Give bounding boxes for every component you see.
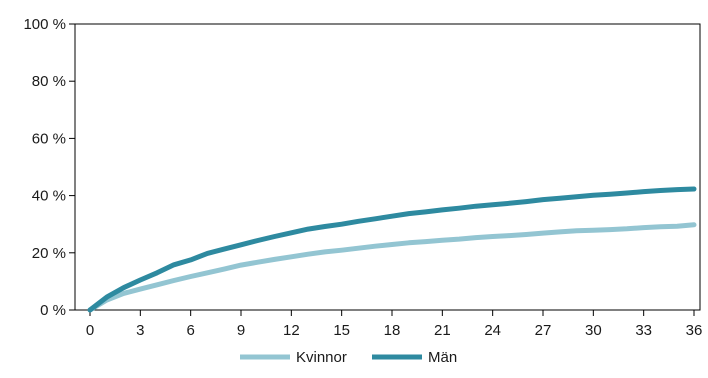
x-axis: 0 3 6 9 12 15 18 21 24 27 30 33 36 (86, 310, 703, 339)
x-tick-label: 3 (136, 322, 144, 339)
x-tick-label: 30 (585, 322, 602, 339)
x-tick-label: 12 (283, 322, 300, 339)
y-tick-label: 80 % (32, 73, 66, 90)
series-line-man (87, 186, 697, 313)
y-axis: 0 % 20 % 40 % 60 % 80 % 100 % (23, 16, 75, 319)
y-tick-label: 60 % (32, 130, 66, 147)
plot-area-border (74, 23, 701, 311)
legend-label: Män (428, 349, 457, 366)
y-tick-label: 20 % (32, 245, 66, 262)
y-tick-label: 0 % (40, 302, 66, 319)
series-line-kvinnor (87, 222, 697, 313)
y-tick-label: 100 % (23, 16, 66, 33)
x-tick-label: 33 (635, 322, 652, 339)
y-tick-label: 40 % (32, 188, 66, 205)
x-tick-label: 18 (384, 322, 401, 339)
x-tick-label: 6 (186, 322, 194, 339)
x-tick-label: 0 (86, 322, 94, 339)
x-tick-label: 15 (333, 322, 350, 339)
legend: Kvinnor Män (240, 349, 457, 366)
x-tick-label: 9 (237, 322, 245, 339)
series-lines (87, 186, 697, 313)
legend-label: Kvinnor (296, 349, 347, 366)
x-tick-label: 24 (484, 322, 501, 339)
x-tick-label: 36 (686, 322, 703, 339)
x-tick-label: 21 (434, 322, 451, 339)
x-tick-label: 27 (535, 322, 552, 339)
